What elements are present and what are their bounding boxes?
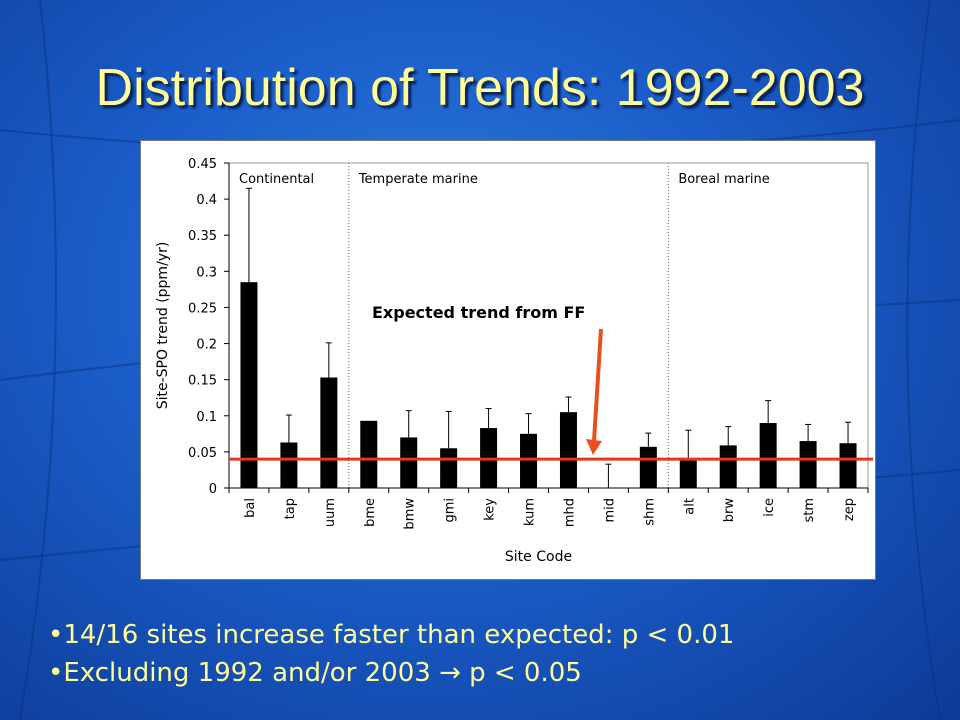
y-tick-label: 0.2 <box>196 338 217 353</box>
bars <box>240 187 857 488</box>
bar <box>360 420 378 488</box>
y-tick-label: 0 <box>209 482 217 497</box>
x-tick-label: bme <box>363 498 378 527</box>
y-tick-label: 0.1 <box>196 410 217 425</box>
x-tick-label: alt <box>682 498 697 515</box>
chart-panel: 0 0.05 0.1 0.15 0.2 0.25 0.3 0.35 0.4 0.45 Contine… <box>140 140 876 580</box>
annotation-arrow <box>592 328 603 442</box>
annotation-text: Expected trend from FF <box>372 303 585 322</box>
x-tick-label: mhd <box>562 498 577 527</box>
x-tick-label: shm <box>642 498 657 526</box>
bar <box>240 282 258 488</box>
x-tick-label: ice <box>762 498 777 517</box>
bar <box>759 423 777 488</box>
bullet-item-1: •14/16 sites increase faster than expect… <box>48 620 735 650</box>
y-tick-label: 0.45 <box>188 157 217 172</box>
bar <box>679 460 697 488</box>
bar <box>799 441 817 488</box>
annotation: Expected trend from FF <box>372 303 603 455</box>
x-tick-label: gmi <box>443 498 458 523</box>
region-label: Continental <box>239 172 314 187</box>
y-tick-label: 0.35 <box>188 229 217 244</box>
region-dividers <box>348 163 669 488</box>
x-tick-label: uum <box>323 498 338 527</box>
region-label: Boreal marine <box>678 172 769 187</box>
bar <box>839 443 857 488</box>
x-tick-label: stm <box>802 498 817 523</box>
bar <box>520 433 538 488</box>
region-label: Temperate marine <box>358 172 478 187</box>
bar <box>400 437 418 488</box>
y-tick-label: 0.05 <box>188 446 217 461</box>
x-tick-label: brw <box>722 498 737 523</box>
x-tick-label: key <box>483 498 498 521</box>
bar <box>280 442 298 488</box>
x-tick-label: tap <box>283 498 298 519</box>
slide-title: Distribution of Trends: 1992-2003 <box>95 59 865 117</box>
bar-chart: 0 0.05 0.1 0.15 0.2 0.25 0.3 0.35 0.4 0.45 Contine… <box>155 157 873 565</box>
x-tick-label: zep <box>842 498 857 521</box>
bar <box>440 448 458 488</box>
y-tick-label: 0.3 <box>196 265 217 280</box>
y-tick-label: 0.15 <box>188 374 217 389</box>
y-tick-label: 0.25 <box>188 301 217 316</box>
y-tick-label: 0.4 <box>196 193 217 208</box>
bullet-item-2: •Excluding 1992 and/or 2003 → p < 0.05 <box>48 658 582 688</box>
bullet-list: •14/16 sites increase faster than expect… <box>48 616 734 692</box>
bar <box>559 412 577 488</box>
labels: 0 0.05 0.1 0.15 0.2 0.25 0.3 0.35 0.4 0.45 Contine… <box>155 157 857 565</box>
x-tick-label: bmw <box>403 498 418 530</box>
x-axis-title: Site Code <box>505 549 572 565</box>
arrow-head <box>586 439 602 455</box>
x-tick-label: bal <box>243 498 258 518</box>
y-axis-title: Site-SPO trend (ppm/yr) <box>155 242 171 410</box>
x-tick-label: mid <box>602 498 617 523</box>
bar <box>719 445 737 488</box>
x-tick-label: kum <box>523 498 538 526</box>
bar <box>639 446 657 488</box>
bar <box>320 377 338 488</box>
